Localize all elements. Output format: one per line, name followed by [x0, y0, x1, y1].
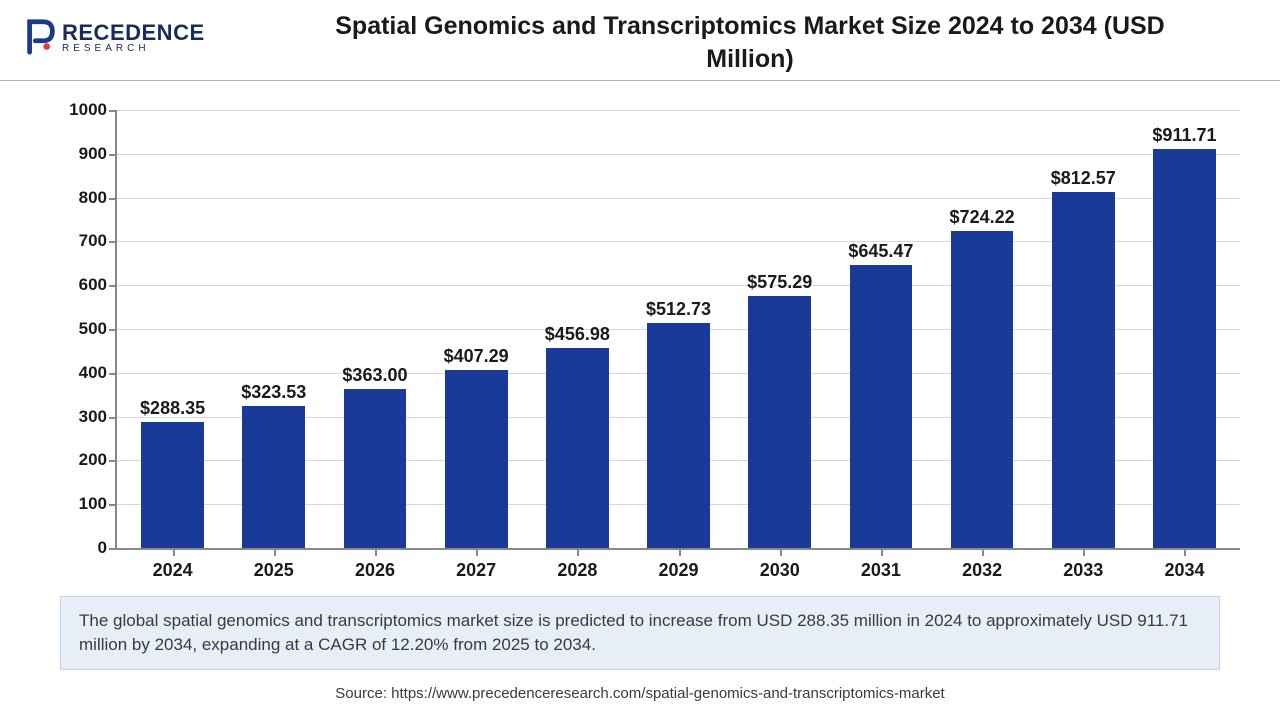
- y-tick: [109, 285, 117, 287]
- bar-value-label: $724.22: [950, 207, 1015, 228]
- brand-logo: RECEDENCE RESEARCH: [22, 18, 205, 56]
- x-axis-label: 2033: [1063, 560, 1103, 581]
- bar: [850, 265, 913, 548]
- x-axis-label: 2024: [153, 560, 193, 581]
- y-tick: [109, 198, 117, 200]
- bar-value-label: $645.47: [848, 241, 913, 262]
- x-axis-label: 2025: [254, 560, 294, 581]
- x-tick: [173, 548, 175, 556]
- bar: [1153, 149, 1216, 548]
- bar: [546, 348, 609, 548]
- y-axis-label: 800: [62, 188, 107, 208]
- bar-group: $575.292030: [729, 110, 830, 548]
- bar-group: $288.352024: [122, 110, 223, 548]
- source-attribution: Source: https://www.precedenceresearch.c…: [0, 685, 1280, 702]
- bar-group: $724.222032: [932, 110, 1033, 548]
- bar: [445, 370, 508, 548]
- x-tick: [577, 548, 579, 556]
- bar-group: $812.572033: [1033, 110, 1134, 548]
- x-tick: [476, 548, 478, 556]
- bar-value-label: $323.53: [241, 382, 306, 403]
- y-tick: [109, 154, 117, 156]
- y-axis-label: 500: [62, 319, 107, 339]
- logo-icon: [22, 18, 60, 56]
- bar: [951, 231, 1014, 548]
- y-axis-label: 100: [62, 494, 107, 514]
- bar-group: $323.532025: [223, 110, 324, 548]
- x-tick: [1083, 548, 1085, 556]
- x-axis-label: 2031: [861, 560, 901, 581]
- bar-value-label: $288.35: [140, 398, 205, 419]
- bar-value-label: $512.73: [646, 299, 711, 320]
- x-axis-label: 2034: [1164, 560, 1204, 581]
- x-tick: [881, 548, 883, 556]
- chart-title: Spatial Genomics and Transcriptomics Mar…: [300, 10, 1200, 75]
- bar-value-label: $456.98: [545, 324, 610, 345]
- bar-group: $512.732029: [628, 110, 729, 548]
- bar: [647, 323, 710, 548]
- x-axis-label: 2027: [456, 560, 496, 581]
- y-tick: [109, 548, 117, 550]
- y-tick: [109, 110, 117, 112]
- x-axis-label: 2026: [355, 560, 395, 581]
- y-axis-label: 900: [62, 144, 107, 164]
- x-tick: [780, 548, 782, 556]
- x-tick: [982, 548, 984, 556]
- x-axis-label: 2029: [659, 560, 699, 581]
- bar-group: $456.982028: [527, 110, 628, 548]
- plot-area: 01002003004005006007008009001000 $288.35…: [115, 110, 1240, 550]
- y-tick: [109, 417, 117, 419]
- y-axis-label: 600: [62, 275, 107, 295]
- header-divider: [0, 80, 1280, 81]
- y-axis-label: 200: [62, 450, 107, 470]
- y-tick: [109, 460, 117, 462]
- y-tick: [109, 373, 117, 375]
- bar-group: $407.292027: [426, 110, 527, 548]
- x-tick: [679, 548, 681, 556]
- x-tick: [375, 548, 377, 556]
- y-axis-label: 1000: [62, 100, 107, 120]
- bar: [141, 422, 204, 548]
- y-tick: [109, 329, 117, 331]
- bar: [1052, 192, 1115, 548]
- x-axis-label: 2030: [760, 560, 800, 581]
- bar: [344, 389, 407, 548]
- y-axis-label: 700: [62, 231, 107, 251]
- bars-group: $288.352024$323.532025$363.002026$407.29…: [117, 110, 1240, 548]
- bar: [242, 406, 305, 548]
- bar-value-label: $575.29: [747, 272, 812, 293]
- y-axis-label: 400: [62, 363, 107, 383]
- bar-value-label: $363.00: [342, 365, 407, 386]
- x-tick: [1184, 548, 1186, 556]
- y-axis-label: 300: [62, 407, 107, 427]
- x-axis-label: 2032: [962, 560, 1002, 581]
- y-axis-label: 0: [62, 538, 107, 558]
- chart-container: 0 100 200 300 400 500 600 700 800 900 1000 $288.35…: [55, 100, 1250, 590]
- bar-value-label: $911.71: [1152, 125, 1216, 146]
- bar-group: $363.002026: [324, 110, 425, 548]
- y-tick: [109, 241, 117, 243]
- x-tick: [274, 548, 276, 556]
- bar-value-label: $407.29: [444, 346, 509, 367]
- bar-value-label: $812.57: [1051, 168, 1116, 189]
- bar-group: $645.472031: [830, 110, 931, 548]
- bar: [748, 296, 811, 548]
- x-axis-label: 2028: [557, 560, 597, 581]
- y-tick: [109, 504, 117, 506]
- description-box: The global spatial genomics and transcri…: [60, 596, 1220, 670]
- bar-group: $911.712034: [1134, 110, 1235, 548]
